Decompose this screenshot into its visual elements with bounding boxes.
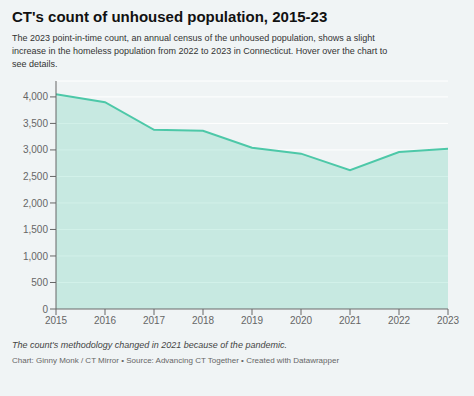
html-text:CT's count of unhoused populat: CT's count of unhoused population, 2015-… <box>12 8 328 25</box>
svg-text:2021: 2021 <box>339 315 362 326</box>
svg-text:1,500: 1,500 <box>23 224 48 235</box>
svg-text:1,000: 1,000 <box>23 251 48 262</box>
svg-text:2,000: 2,000 <box>23 198 48 209</box>
svg-text:3,500: 3,500 <box>23 118 48 129</box>
html-text:The count's methodology change: The count's methodology changed in 2021 … <box>12 340 287 350</box>
svg-text:500: 500 <box>31 277 48 288</box>
svg-text:4,000: 4,000 <box>23 91 48 102</box>
svg-text:2015: 2015 <box>45 315 68 326</box>
svg-text:2019: 2019 <box>241 315 264 326</box>
svg-text:2,500: 2,500 <box>23 171 48 182</box>
svg-text:2023: 2023 <box>437 315 460 326</box>
svg-text:2020: 2020 <box>290 315 313 326</box>
svg-text:2017: 2017 <box>143 315 166 326</box>
svg-text:2022: 2022 <box>388 315 411 326</box>
html-text:The 2023 point-in-time count,: The 2023 point-in-time count, an annual … <box>12 33 388 69</box>
svg-text:2018: 2018 <box>192 315 215 326</box>
svg-text:3,000: 3,000 <box>23 144 48 155</box>
svg-text:0: 0 <box>42 304 48 315</box>
html-text:Chart: Ginny Monk / CT Mirror: Chart: Ginny Monk / CT Mirror • Source: … <box>12 356 340 365</box>
svg-text:2016: 2016 <box>94 315 117 326</box>
